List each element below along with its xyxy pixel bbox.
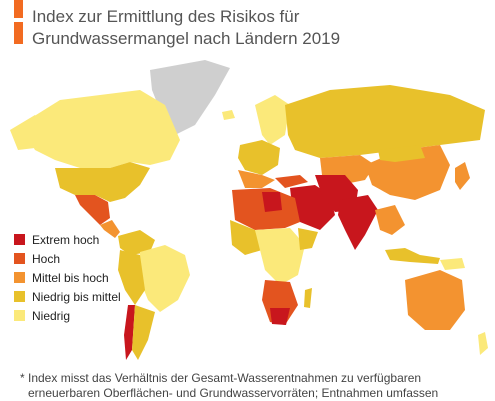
region-turkey xyxy=(275,175,308,188)
region-libya xyxy=(262,192,282,212)
world-map xyxy=(10,60,488,360)
region-russia xyxy=(285,85,485,158)
region-usa xyxy=(55,162,150,202)
map-legend: Extrem hoch Hoch Mittel bis hoch Niedrig… xyxy=(14,230,121,325)
legend-swatch xyxy=(14,253,25,264)
legend-label: Hoch xyxy=(32,251,61,266)
accent-bar-top xyxy=(14,0,23,18)
region-madagascar xyxy=(304,288,312,308)
region-scandinavia xyxy=(255,95,290,145)
legend-label: Niedrig xyxy=(32,308,71,323)
region-papua xyxy=(440,258,465,270)
region-japan xyxy=(455,162,470,190)
region-greenland xyxy=(150,60,230,135)
region-southern-europe xyxy=(238,170,275,188)
legend-item-extrem-hoch: Extrem hoch xyxy=(14,230,121,249)
footnote-line-2: erneuerbaren Oberflächen- und Grundwasse… xyxy=(28,386,439,400)
region-australia xyxy=(405,270,465,330)
footnote: * Index misst das Verhältnis der Gesamt-… xyxy=(20,371,490,401)
legend-swatch xyxy=(14,234,25,245)
region-indonesia xyxy=(385,248,440,264)
region-south-africa xyxy=(270,308,290,325)
region-western-europe xyxy=(238,140,280,175)
legend-item-niedrig: Niedrig xyxy=(14,306,121,325)
region-central-america xyxy=(100,220,120,238)
region-canada xyxy=(20,90,180,168)
legend-label: Extrem hoch xyxy=(32,232,100,247)
region-andes xyxy=(118,250,145,305)
region-central-africa xyxy=(255,228,305,285)
title-line-2: Grundwassermangel nach Ländern 2019 xyxy=(32,29,341,48)
legend-item-niedrig-bis-mittel: Niedrig bis mittel xyxy=(14,287,121,306)
region-argentina xyxy=(132,305,155,360)
region-alaska xyxy=(10,115,45,150)
legend-swatch xyxy=(14,272,25,283)
region-northern-south-america xyxy=(118,230,155,255)
region-southeast-asia xyxy=(375,205,405,235)
legend-label: Niedrig bis mittel xyxy=(32,289,121,304)
legend-item-mittel-bis-hoch: Mittel bis hoch xyxy=(14,268,121,287)
region-india xyxy=(338,195,378,250)
region-mexico xyxy=(75,195,110,225)
footnote-line-1: * Index misst das Verhältnis der Gesamt-… xyxy=(20,371,422,385)
accent-bar xyxy=(14,22,23,44)
legend-swatch xyxy=(14,291,25,302)
region-mongolia xyxy=(378,145,425,162)
region-brazil xyxy=(140,245,190,312)
region-new-zealand xyxy=(478,332,488,355)
region-horn-africa xyxy=(298,228,318,250)
region-iceland xyxy=(222,110,235,120)
region-west-africa xyxy=(230,220,262,255)
map-title: Index zur Ermittlung des Risikos für Gru… xyxy=(32,6,472,50)
legend-item-hoch: Hoch xyxy=(14,249,121,268)
legend-swatch xyxy=(14,310,25,321)
title-line-1: Index zur Ermittlung des Risikos für xyxy=(32,7,300,26)
legend-label: Mittel bis hoch xyxy=(32,270,109,285)
